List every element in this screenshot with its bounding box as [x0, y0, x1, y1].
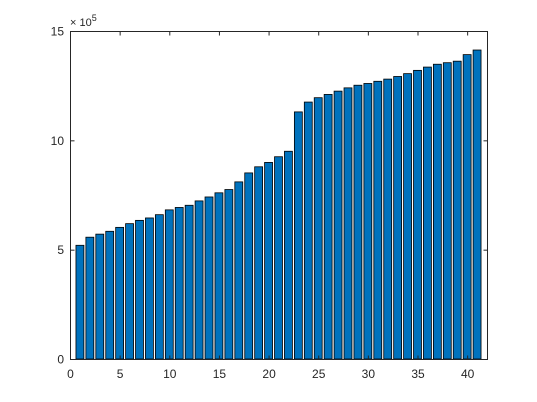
bar-13: [194, 200, 204, 360]
x-tick-label-15: 15: [213, 367, 227, 381]
bar-31: [373, 80, 383, 360]
bar-39: [452, 60, 462, 360]
bar-32: [383, 78, 393, 360]
x-tick-label-35: 35: [411, 367, 425, 381]
bar-8: [145, 217, 154, 360]
y-tick-label-1000000: 10: [51, 134, 65, 148]
bar-38: [442, 62, 452, 360]
bar-1: [75, 244, 85, 360]
x-tick-label-10: 10: [163, 367, 177, 381]
bar-33: [393, 76, 403, 360]
bar-14: [204, 196, 214, 360]
y-tick-label-500000: 5: [57, 243, 64, 257]
bar-26: [323, 94, 333, 360]
bars-group: [75, 49, 482, 360]
bar-30: [363, 83, 373, 360]
bar-15: [214, 192, 224, 360]
ticks-group: [70, 31, 488, 360]
bar-5: [115, 226, 125, 360]
bar-18: [244, 172, 254, 360]
bar-3: [95, 233, 105, 360]
bar-40: [462, 54, 472, 360]
bar-37: [432, 63, 442, 360]
axes-box: [70, 31, 488, 360]
bar-21: [274, 156, 283, 360]
tick-labels-group: 0 5 10 15 20 25 30 35 40 0 5 10 15: [51, 25, 475, 382]
bar-4: [105, 230, 115, 360]
y-exponent-base: × 10: [70, 17, 92, 29]
bar-19: [254, 166, 264, 360]
bar-22: [284, 150, 293, 360]
bar-9: [154, 214, 164, 360]
bar-35: [413, 69, 422, 360]
bar-20: [264, 162, 273, 360]
bar-2: [85, 236, 95, 360]
x-tick-label-20: 20: [262, 367, 276, 381]
bar-25: [313, 97, 323, 360]
y-tick-label-0: 0: [57, 353, 64, 367]
bar-28: [343, 87, 353, 360]
x-tick-label-25: 25: [312, 367, 326, 381]
bar-41: [472, 49, 482, 360]
x-tick-label-0: 0: [67, 367, 74, 381]
bar-23: [293, 111, 303, 360]
y-exponent-label: × 105: [70, 13, 97, 29]
bar-27: [333, 90, 343, 360]
x-tick-label-5: 5: [117, 367, 124, 381]
bar-7: [135, 219, 144, 360]
bar-10: [164, 209, 174, 360]
bar-34: [403, 73, 412, 360]
bar-6: [125, 223, 134, 360]
x-tick-label-30: 30: [362, 367, 376, 381]
bar-11: [174, 207, 184, 360]
y-exponent-power: 5: [92, 13, 97, 23]
y-tick-label-1500000: 15: [51, 25, 65, 39]
bar-17: [234, 181, 244, 360]
x-tick-label-40: 40: [461, 367, 475, 381]
bar-16: [224, 189, 234, 360]
bar-12: [184, 204, 194, 360]
bar-36: [423, 66, 432, 360]
bar-29: [353, 84, 363, 360]
bar-24: [303, 101, 313, 360]
